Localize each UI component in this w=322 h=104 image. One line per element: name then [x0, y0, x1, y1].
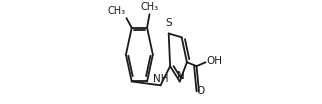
Text: S: S — [165, 18, 172, 28]
Text: CH₃: CH₃ — [141, 2, 159, 12]
Text: O: O — [196, 86, 204, 96]
Text: CH₃: CH₃ — [108, 6, 126, 16]
Text: OH: OH — [206, 56, 222, 66]
Text: NH: NH — [153, 74, 169, 84]
Text: N: N — [177, 71, 185, 80]
